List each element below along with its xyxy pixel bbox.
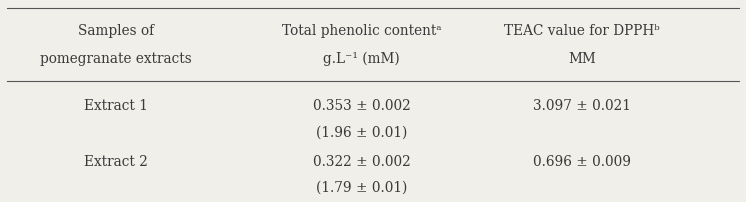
Text: 0.353 ± 0.002: 0.353 ± 0.002 [313, 99, 411, 113]
Text: 0.696 ± 0.009: 0.696 ± 0.009 [533, 155, 631, 169]
Text: Total phenolic contentᵃ: Total phenolic contentᵃ [282, 24, 442, 38]
Text: Extract 1: Extract 1 [84, 99, 148, 113]
Text: MM: MM [568, 52, 596, 66]
Text: TEAC value for DPPHᵇ: TEAC value for DPPHᵇ [504, 24, 659, 38]
Text: 3.097 ± 0.021: 3.097 ± 0.021 [533, 99, 631, 113]
Text: pomegranate extracts: pomegranate extracts [40, 52, 192, 66]
Text: Extract 2: Extract 2 [84, 155, 148, 169]
Text: Samples of: Samples of [78, 24, 154, 38]
Text: (1.79 ± 0.01): (1.79 ± 0.01) [316, 181, 407, 195]
Text: g.L⁻¹ (mM): g.L⁻¹ (mM) [324, 51, 400, 66]
Text: (1.96 ± 0.01): (1.96 ± 0.01) [316, 125, 407, 139]
Text: 0.322 ± 0.002: 0.322 ± 0.002 [313, 155, 411, 169]
